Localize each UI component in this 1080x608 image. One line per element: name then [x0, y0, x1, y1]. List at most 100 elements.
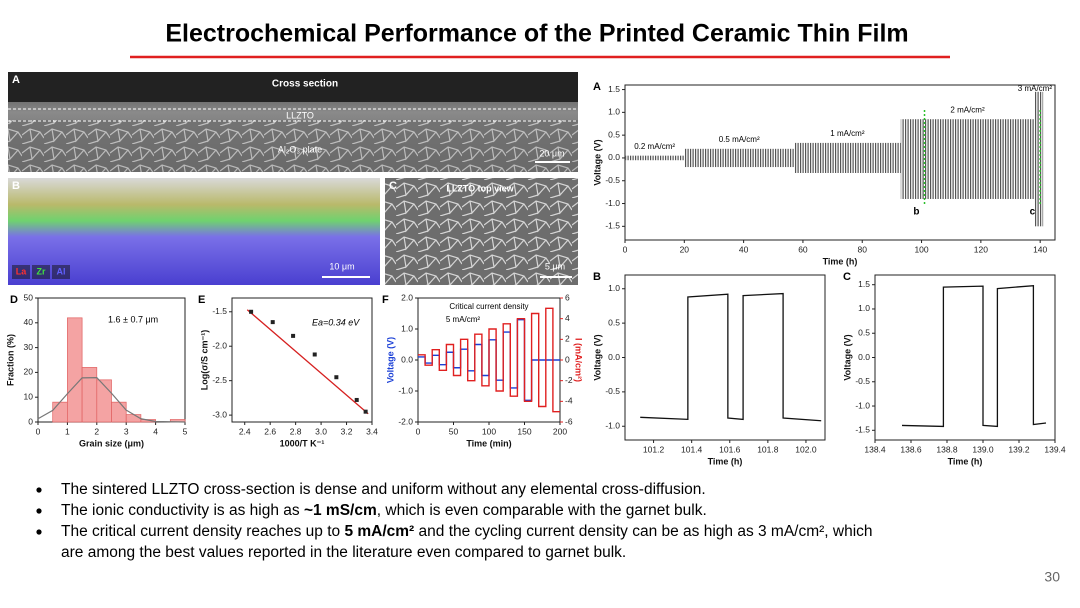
x-tick-label: 3.0: [315, 426, 327, 436]
bar: [81, 367, 98, 423]
y-tick-label: 0.0: [858, 352, 870, 362]
y-tick-label: 1.5: [858, 279, 870, 289]
x-tick-label: 101.4: [681, 444, 703, 454]
plot-frame: [231, 297, 373, 423]
y-tick-label: -2.0: [212, 340, 227, 350]
y-tick-label: 40: [24, 317, 34, 327]
chart-subtitle: 5 mA/cm²: [446, 315, 481, 324]
scale-label: 20 μm: [539, 148, 564, 158]
y-tick-label: 1.0: [401, 323, 413, 333]
y2-tick-label: -4: [565, 396, 573, 406]
bullet-text: The sintered LLZTO cross-section is dens…: [61, 481, 706, 498]
bullet-list: The sintered LLZTO cross-section is dens…: [36, 481, 873, 561]
y-axis-label: Voltage (V): [385, 337, 395, 383]
y2-tick-label: 6: [565, 292, 570, 302]
x-tick-label: 138.4: [864, 444, 886, 454]
legend-entry: Al: [57, 266, 66, 276]
x-axis-label: Time (min): [466, 438, 511, 448]
bullet-dot: [36, 487, 42, 493]
y-tick-label: 1.0: [608, 107, 620, 117]
x-tick-label: 139.2: [1008, 444, 1030, 454]
bullet-text: The ionic conductivity is as high as ~1 …: [61, 502, 707, 519]
layer-label: LLZTO: [286, 110, 314, 120]
x-tick-label: 100: [914, 244, 928, 254]
current-label: 2 mA/cm²: [950, 105, 985, 114]
annotation: Ea=0.34 eV: [312, 317, 360, 327]
x-tick-label: 101.8: [757, 444, 779, 454]
x-tick-label: 2.4: [239, 426, 251, 436]
text-run: ~1 mS/cm: [304, 502, 377, 519]
y-tick-label: -0.5: [605, 386, 620, 396]
point: [363, 409, 368, 414]
series-line: [901, 284, 1047, 428]
legend-entry: La: [16, 266, 27, 276]
x-tick-label: 139.4: [1044, 444, 1066, 454]
x-axis-label: Time (h): [708, 456, 743, 466]
bar: [111, 401, 127, 423]
point: [334, 375, 339, 380]
bar: [52, 401, 68, 423]
y-tick-label: -1.0: [398, 385, 413, 395]
scale-label: 5 μm: [545, 261, 565, 271]
chart-a: A 0 20 40 60 80 100 120 140 -1.5 -1.0 -0.5 0.0 0.5 1.0…: [592, 81, 1056, 266]
y-tick-label: 10: [24, 391, 34, 401]
chart-c: C 138.4 138.6 138.8 139.0 139.2 139.4 -1.5 -1.0 -…: [842, 271, 1066, 466]
y-axis-label: Log(σ/S cm⁻¹): [199, 330, 209, 390]
voltage-band: [625, 155, 685, 161]
y2-tick-label: 0: [565, 354, 570, 364]
voltage-band: [794, 142, 901, 173]
x-tick-label: 3: [124, 426, 129, 436]
y-tick-label: 0.5: [608, 129, 620, 139]
x-tick-label: 100: [482, 426, 496, 436]
image-c: C LLZTO top view 5 μm: [385, 178, 578, 285]
image-a: A Cross section LLZTO Al₂O₃ plate 20 μm: [8, 72, 578, 172]
substrate-label: Al₂O₃ plate: [278, 144, 322, 154]
y-axis-label: Voltage (V): [842, 334, 852, 380]
x-tick-label: 140: [1033, 244, 1047, 254]
chart-title: Critical current density: [449, 302, 528, 311]
y2-tick-label: -2: [565, 375, 573, 385]
bar: [125, 414, 142, 423]
voltage-band: [1034, 91, 1044, 227]
voltage-band: [684, 148, 795, 168]
y-tick-label: -3.0: [212, 409, 227, 419]
y-tick-label: 1.0: [858, 303, 870, 313]
y-tick-label: -1.5: [212, 306, 227, 316]
x-tick-label: 5: [183, 426, 188, 436]
y-tick-label: -1.0: [605, 421, 620, 431]
fit-curve: [37, 377, 186, 423]
panel-label: E: [198, 294, 205, 306]
x-tick-label: 2.8: [290, 426, 302, 436]
y-tick-label: 2.0: [401, 292, 413, 302]
y2-tick-label: 4: [565, 313, 570, 323]
x-tick-label: 40: [739, 244, 749, 254]
bullet-text: The critical current density reaches up …: [61, 523, 873, 540]
y-tick-label: 30: [24, 342, 34, 352]
plot-frame: [624, 274, 826, 441]
plot-frame: [624, 84, 1056, 241]
chart-e: E 2.4 2.6 2.8 3.0 3.2 3.4 -3.0 -2.5 -2.0 -1.5 1000/…: [198, 294, 378, 448]
legend-swatch: [52, 265, 70, 279]
y-tick-label: 0.0: [608, 152, 620, 162]
x-tick-label: 101.2: [643, 444, 665, 454]
point: [312, 352, 317, 357]
image-caption: LLZTO top view: [446, 183, 514, 193]
x-tick-label: 200: [553, 426, 567, 436]
panel-label: C: [843, 271, 851, 283]
series-line: [640, 292, 822, 422]
page-number: 30: [1044, 569, 1060, 585]
point: [270, 320, 275, 325]
panel-label: A: [12, 74, 20, 86]
legend-entry: Zr: [37, 266, 46, 276]
x-tick-label: 0: [416, 426, 421, 436]
point: [291, 333, 296, 338]
panel-label: A: [593, 81, 601, 93]
fit-line: [246, 309, 369, 415]
panel-label: B: [12, 180, 20, 192]
x-axis-label: Time (h): [823, 256, 858, 266]
x-tick-label: 139.0: [972, 444, 994, 454]
bullet-dot: [36, 529, 42, 535]
panel-label: D: [10, 294, 18, 306]
